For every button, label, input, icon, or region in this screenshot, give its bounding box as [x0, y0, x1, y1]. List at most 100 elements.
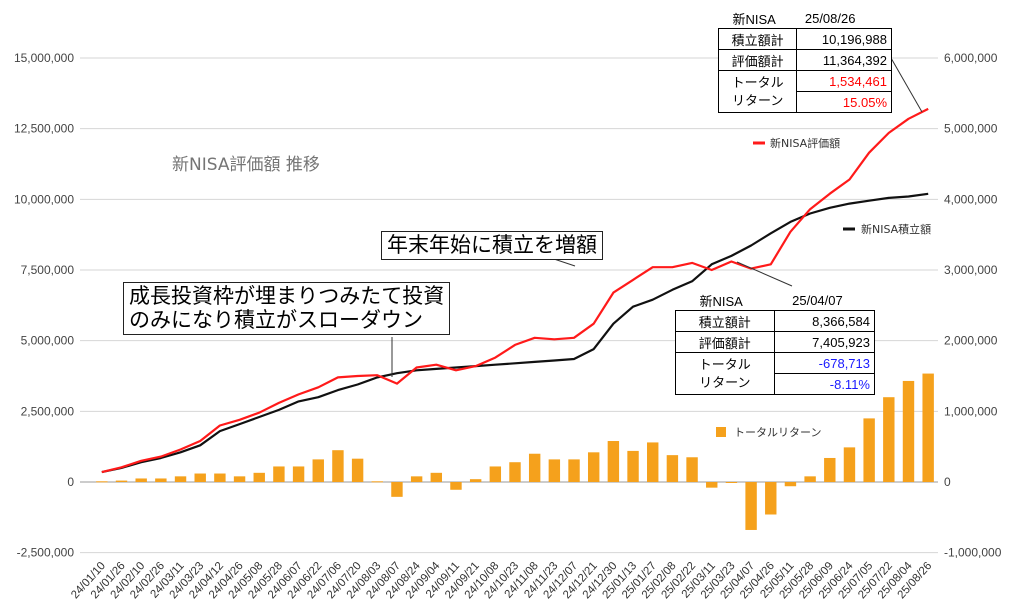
contribution-line	[101, 192, 929, 474]
return-bar	[155, 478, 167, 482]
left-tick-label: -2,500,000	[17, 546, 75, 560]
table-mid-row3-label: トータル リターン	[675, 352, 775, 395]
return-bar	[804, 476, 816, 482]
return-bar	[292, 466, 305, 482]
table-latest-row1-label: 積立額計	[717, 28, 798, 50]
return-bar	[902, 380, 915, 482]
return-bar	[371, 481, 383, 483]
return-bar	[96, 481, 108, 483]
legend-valuation-label: 新NISA評価額	[770, 136, 840, 150]
return-bar	[450, 482, 462, 490]
return-bar	[391, 482, 403, 497]
return-bar	[410, 476, 423, 482]
return-bar	[627, 450, 639, 482]
right-tick-label: -1,000,000	[944, 546, 1002, 560]
left-tick-label: 0	[67, 475, 74, 489]
callout-growth: 成長投資枠が埋まりつみたて投資 のみになり積立がスローダウン	[123, 282, 451, 335]
return-bar	[528, 453, 541, 482]
return-bar	[824, 457, 836, 482]
return-bar	[647, 442, 659, 482]
return-bar	[312, 459, 324, 482]
table-latest-row3-label: トータル リターン	[717, 70, 798, 113]
table-mid-row1-value: 8,366,584	[773, 310, 876, 332]
table-latest-pointer	[890, 57, 923, 113]
return-bar	[922, 373, 934, 482]
table-mid-return-pct: -8.11%	[773, 373, 876, 395]
table-mid-row3-label-line2: リターン	[699, 374, 751, 390]
table-mid-row3-label-line1: トータル	[698, 356, 751, 372]
table-latest-return-pct: 15.05%	[796, 91, 892, 113]
table-latest: 新NISA 25/08/26 積立額計 10,196,988 評価額計 11,3…	[717, 8, 892, 113]
legend-contribution-label: 新NISA積立額	[861, 222, 931, 236]
table-mid-name: 新NISA	[699, 293, 743, 309]
return-bar	[548, 459, 561, 482]
return-bar	[784, 482, 797, 487]
return-bar	[568, 459, 580, 482]
callout-growth-line2: のみになり積立がスローダウン	[129, 308, 423, 332]
right-tick-label: 5,000,000	[944, 122, 998, 136]
legend-return-swatch	[716, 427, 726, 437]
table-mid-pointer	[736, 261, 793, 287]
return-bar	[253, 472, 265, 482]
right-tick-label: 2,000,000	[944, 334, 998, 348]
chart-title: 新NISA評価額 推移	[172, 155, 320, 175]
return-bar	[214, 473, 226, 482]
table-latest-row3-label-line2: リターン	[732, 92, 784, 108]
table-latest-date: 25/08/26	[804, 10, 856, 26]
return-bar	[765, 482, 777, 515]
left-tick-label: 10,000,000	[14, 192, 74, 206]
right-tick-label: 4,000,000	[944, 192, 998, 206]
legend-contribution: 新NISA積立額	[843, 222, 931, 236]
x-axis-ticks: 24/01/1024/01/2624/02/1024/02/2624/03/11…	[69, 560, 934, 602]
table-mid-row1-label: 積立額計	[675, 310, 775, 332]
legend-valuation: 新NISA評価額	[753, 136, 840, 150]
return-bar	[273, 466, 285, 482]
right-tick-label: 6,000,000	[944, 51, 998, 65]
table-mid-return-value: -678,713	[773, 352, 876, 374]
return-bar	[607, 441, 620, 482]
return-bar	[863, 418, 875, 482]
return-bar	[115, 480, 128, 482]
table-mid-date: 25/04/07	[792, 292, 843, 308]
return-bar	[469, 479, 482, 482]
value-lines	[101, 107, 929, 474]
legend-return: トータルリターン	[716, 426, 821, 439]
return-bar	[351, 458, 364, 482]
return-bar	[666, 455, 679, 482]
right-tick-label: 1,000,000	[944, 404, 998, 418]
return-bar	[509, 462, 521, 482]
return-bar	[587, 452, 600, 482]
return-bar	[883, 397, 895, 482]
callout-yearend: 年末年始に積立を増額	[381, 231, 603, 260]
table-latest-row2-value: 11,364,392	[796, 49, 892, 71]
return-bar	[430, 472, 443, 482]
table-latest-row3-label-line1: トータル	[731, 74, 784, 90]
table-latest-row1-value: 10,196,988	[796, 28, 892, 50]
left-tick-label: 7,500,000	[21, 263, 75, 277]
left-tick-label: 15,000,000	[14, 51, 74, 65]
table-mid-row2-label: 評価額計	[675, 331, 775, 353]
return-bar	[489, 466, 502, 482]
right-tick-label: 3,000,000	[944, 263, 998, 277]
right-axis-ticks: -1,000,000 0 1,000,000 2,000,000 3,000,000 4,…	[944, 51, 1002, 560]
left-tick-label: 12,500,000	[14, 122, 74, 136]
return-bar	[135, 478, 147, 482]
return-bar	[843, 447, 856, 482]
return-bar	[332, 450, 344, 482]
return-bars	[96, 373, 934, 530]
return-bar	[194, 473, 206, 482]
return-bar	[233, 476, 246, 482]
left-axis-ticks: -2,500,000 0 2,500,000 5,000,000 7,500,000 10…	[14, 51, 74, 560]
table-mid-row2-value: 7,405,923	[773, 331, 876, 353]
table-latest-name: 新NISA	[732, 11, 776, 27]
left-tick-label: 2,500,000	[21, 404, 75, 418]
left-tick-label: 5,000,000	[21, 334, 75, 348]
right-tick-label: 0	[944, 475, 951, 489]
return-bar	[706, 482, 718, 488]
return-bar	[725, 482, 738, 483]
table-mid: 新NISA 25/04/07 積立額計 8,366,584 評価額計 7,405…	[675, 290, 876, 395]
return-bar	[686, 457, 698, 482]
return-bar	[174, 476, 187, 482]
valuation-line	[101, 107, 929, 474]
